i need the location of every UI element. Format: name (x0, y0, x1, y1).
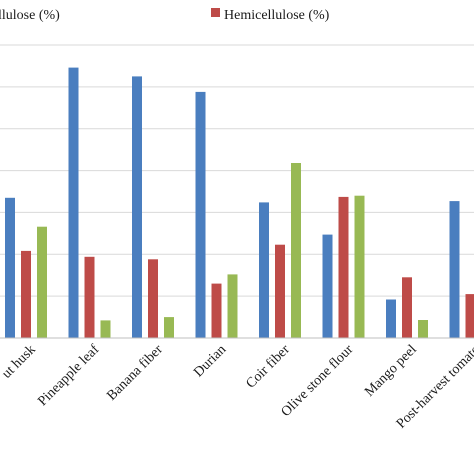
bar-cellulose-6 (386, 299, 396, 338)
bar-cellulose-4 (259, 202, 269, 338)
x-tick-label: Banana fiber (104, 342, 166, 404)
legend-swatch-hemicellulose (211, 8, 220, 17)
bar-cellulose-2 (132, 76, 142, 339)
bars (5, 67, 474, 339)
x-tick-label: Durian (191, 342, 229, 380)
bar-lignin-1 (100, 320, 111, 338)
bar-hemicellulose-0 (21, 250, 31, 338)
x-tick-label: Mango peel (362, 342, 420, 400)
bar-hemicellulose-7 (465, 294, 474, 338)
bar-hemicellulose-6 (402, 277, 412, 338)
legend-label-hemicellulose: Hemicellulose (%) (224, 8, 330, 23)
x-tick-label: ut husk (0, 342, 39, 381)
legend: llulose (%) Hemicellulose (%) (0, 8, 330, 23)
bar-cellulose-1 (68, 67, 79, 338)
bar-lignin-6 (418, 320, 428, 338)
bar-hemicellulose-1 (84, 256, 95, 338)
bar-lignin-0 (37, 226, 47, 338)
bar-lignin-4 (291, 163, 301, 338)
bar-cellulose-7 (449, 201, 460, 338)
bar-hemicellulose-3 (211, 283, 222, 338)
bar-lignin-3 (227, 274, 238, 338)
bar-hemicellulose-4 (275, 244, 285, 338)
bar-lignin-2 (164, 317, 174, 338)
bar-cellulose-0 (5, 197, 15, 338)
bar-lignin-5 (354, 195, 365, 338)
legend-label-cellulose: llulose (%) (0, 8, 60, 23)
bar-hemicellulose-2 (148, 259, 158, 338)
bar-hemicellulose-5 (338, 196, 349, 338)
bar-cellulose-5 (322, 234, 333, 338)
bar-cellulose-3 (195, 91, 206, 339)
gridlines (0, 44, 474, 297)
x-tick-label: Pineapple leaf (35, 342, 102, 409)
x-tick-label: Coir fiber (243, 342, 293, 392)
